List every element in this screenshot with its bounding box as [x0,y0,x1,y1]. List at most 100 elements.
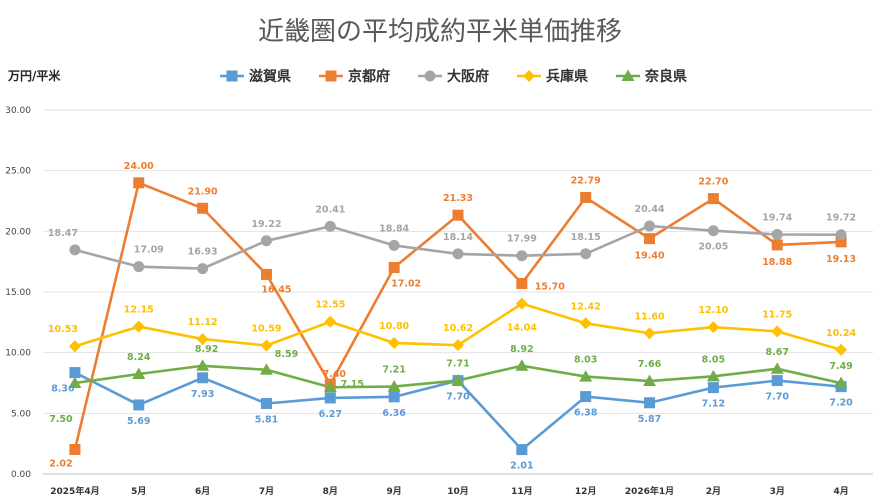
data-label: 7.20 [829,398,853,409]
legend-entry: 大阪府 [447,68,489,85]
data-label: 7.66 [638,359,662,370]
data-label: 18.47 [48,228,78,239]
data-label: 7.70 [766,392,790,403]
data-point-marker [260,339,273,352]
data-point-marker [132,320,145,333]
data-point-marker [579,317,592,330]
data-point-marker [644,220,656,232]
data-point-marker [388,261,400,273]
data-label: 15.70 [535,282,565,293]
x-tick-label: 12月 [575,486,597,497]
data-point-marker [69,367,81,379]
data-label: 18.88 [762,257,792,268]
data-point-marker [388,391,400,403]
x-tick-label: 8月 [323,486,338,497]
data-point-marker [706,369,720,382]
legend-entry: 京都府 [348,68,390,85]
x-tick-label: 10月 [447,486,469,497]
data-label: 10.80 [379,321,409,332]
data-point-marker [770,362,784,374]
data-label: 7.70 [446,392,470,403]
data-point-marker [452,339,464,352]
data-label: 8.24 [127,352,151,363]
data-point-marker [260,398,272,410]
data-point-marker [424,70,436,82]
data-label: 12.42 [571,301,601,312]
x-tick-label: 3月 [770,486,785,497]
data-label: 19.40 [635,251,665,262]
data-label: 16.93 [188,247,218,258]
data-point-marker [324,220,336,232]
data-point-marker [515,297,528,310]
data-label: 8.67 [766,347,789,358]
data-label: 8.59 [275,349,298,360]
data-label: 10.59 [251,324,281,335]
data-point-marker [835,229,847,241]
data-point-marker [643,327,656,340]
y-tick-label: 5.00 [11,409,31,419]
data-label: 12.15 [124,305,154,316]
data-point-marker [516,444,528,456]
data-point-marker [133,261,145,273]
data-label: 7.49 [829,361,852,372]
x-tick-label: 7月 [259,486,274,497]
gridlines [43,109,873,475]
data-label: 11.12 [188,317,218,328]
data-label: 20.41 [315,204,345,215]
data-label: 7.12 [702,399,725,410]
data-label: 24.00 [124,161,154,172]
data-label: 10.62 [443,323,473,334]
data-label: 2.01 [510,461,533,472]
y-axis-ticks: 0.00 5.00 10.00 15.00 20.00 25.00 30.00 [5,106,31,480]
data-point-marker [196,359,210,371]
data-point-marker [260,268,272,280]
data-point-marker [580,191,592,203]
x-tick-label: 4月 [833,486,848,497]
data-label: 20.05 [698,242,728,253]
data-point-marker [197,372,209,384]
x-tick-label: 5月 [131,486,146,497]
y-axis-label: 万円/平米 [7,68,61,83]
data-point-marker [68,376,82,388]
data-label: 5.87 [638,414,661,425]
data-label: 10.24 [826,328,856,339]
data-point-marker [323,380,337,393]
data-label: 11.75 [762,309,792,320]
data-label: 22.79 [571,175,601,186]
data-point-marker [452,209,464,221]
legend-entry: 奈良県 [644,68,687,85]
data-point-marker [835,343,848,356]
data-label: 19.13 [826,254,856,265]
data-point-marker [451,373,465,386]
data-label: 7.71 [446,358,469,369]
data-point-marker [324,315,337,328]
data-label: 7.15 [341,379,364,390]
data-point-marker [196,333,209,346]
y-tick-label: 30.00 [5,106,31,116]
x-tick-label: 2025年4月 [50,485,99,497]
x-tick-label: 11月 [511,486,533,497]
data-label: 12.10 [698,305,728,316]
data-label: 8.92 [195,344,218,355]
data-label: 7.93 [191,389,214,400]
y-tick-label: 20.00 [5,227,31,237]
data-point-marker [834,376,848,389]
legend: 滋賀県 京都府 大阪府 兵庫県 奈良県 [220,68,687,85]
data-label: 14.04 [507,323,537,334]
series-markers [68,177,848,456]
y-tick-label: 10.00 [5,349,31,359]
data-point-marker [197,263,209,275]
data-point-marker [388,336,401,349]
data-point-marker [707,382,719,394]
data-label: 19.22 [251,219,281,230]
data-point-marker [325,70,337,82]
data-point-marker [68,340,81,353]
data-label: 7.40 [323,369,347,380]
x-tick-label: 6月 [195,486,210,497]
data-point-marker [580,391,592,403]
data-point-marker [69,443,81,455]
data-point-marker [387,380,401,392]
data-label: 5.81 [255,415,278,426]
data-point-marker [324,392,336,404]
